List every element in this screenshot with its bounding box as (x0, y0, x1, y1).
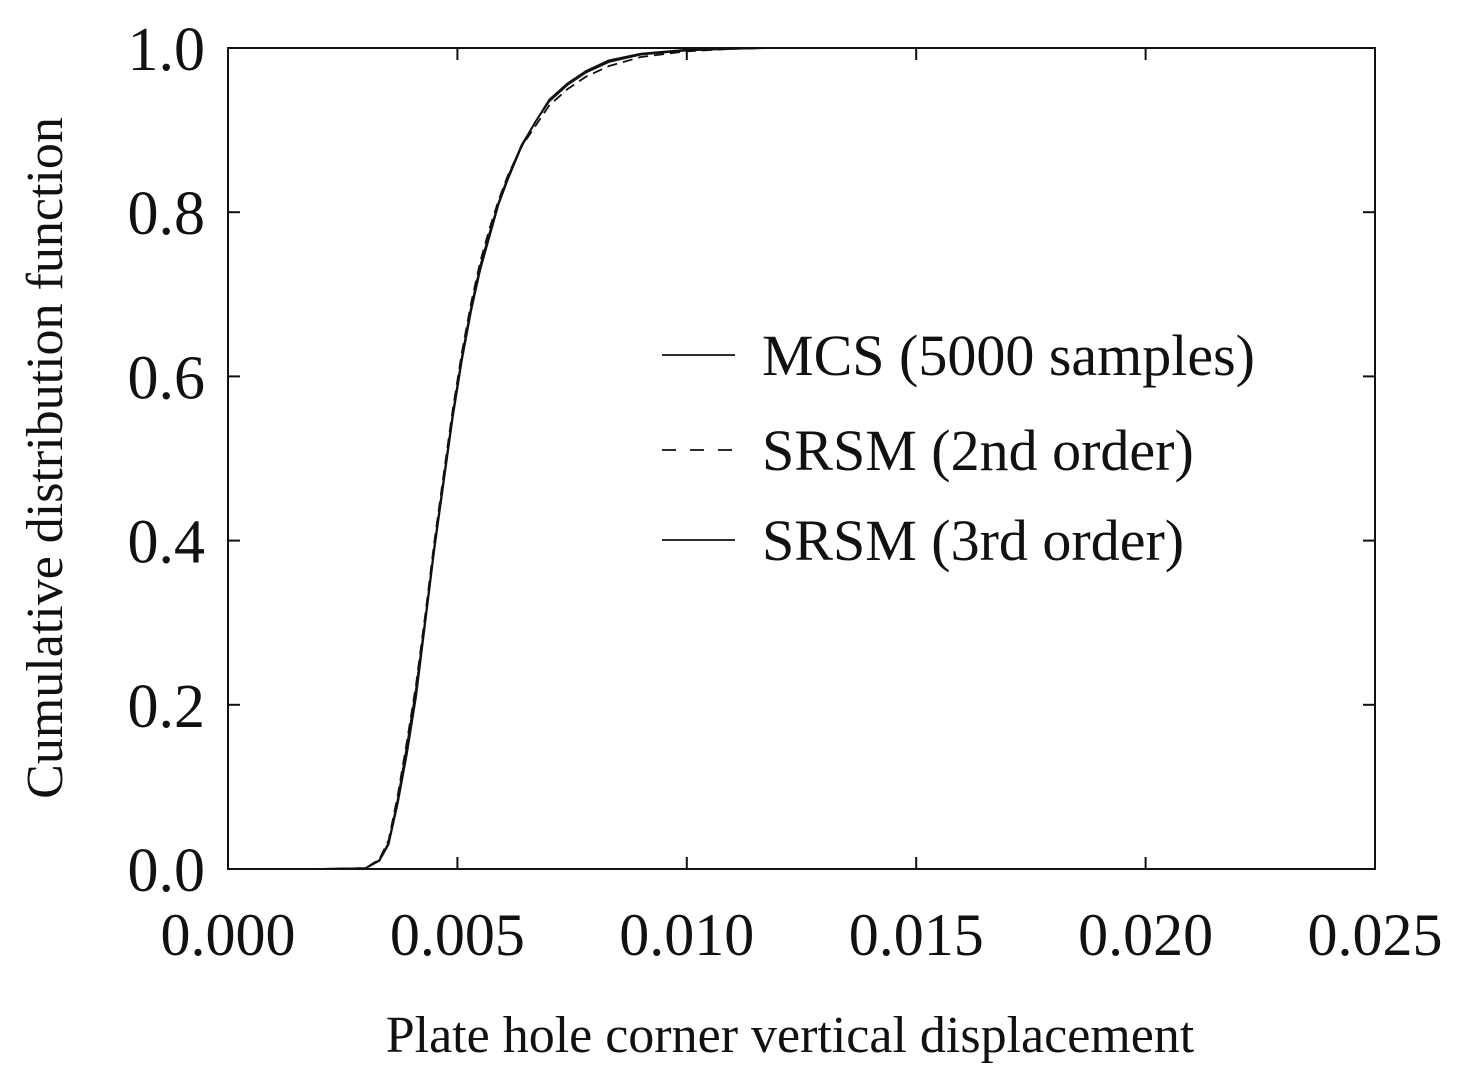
y-tick-label: 1.0 (128, 16, 206, 84)
y-axis-label: Cumulative distribution function (17, 117, 74, 799)
y-tick-label: 0.2 (128, 673, 206, 741)
legend-label-1: MCS (5000 samples) (762, 323, 1255, 388)
y-tick-label: 0.0 (128, 837, 206, 905)
y-tick-label: 0.4 (128, 509, 206, 577)
series-layer (315, 47, 770, 870)
x-tick-label: 0.005 (390, 902, 525, 968)
y-tick-label: 0.6 (128, 344, 206, 412)
plot-frame (227, 47, 1376, 870)
x-tick-label: 0.015 (849, 902, 984, 968)
x-tick-label: 0.025 (1308, 902, 1443, 968)
x-tick-label: 0.020 (1078, 902, 1213, 968)
series-line-1 (315, 47, 770, 870)
x-tick-label: 0.000 (161, 902, 296, 968)
series-line-3 (319, 47, 765, 870)
legend-label-3: SRSM (3rd order) (762, 508, 1184, 573)
axis-ticks (227, 47, 1376, 870)
series-line-2 (319, 47, 765, 870)
legend-label-2: SRSM (2nd order) (762, 418, 1194, 483)
x-tick-label: 0.010 (619, 902, 754, 968)
y-tick-label: 0.8 (128, 180, 206, 248)
legend: MCS (5000 samples) SRSM (2nd order) SRSM (… (662, 323, 1255, 573)
tick-labels: 0.000 0.005 0.010 0.015 0.020 0.025 0.0 0.2 0.4 0… (128, 16, 1443, 968)
x-axis-label: Plate hole corner vertical displacement (386, 1007, 1195, 1064)
